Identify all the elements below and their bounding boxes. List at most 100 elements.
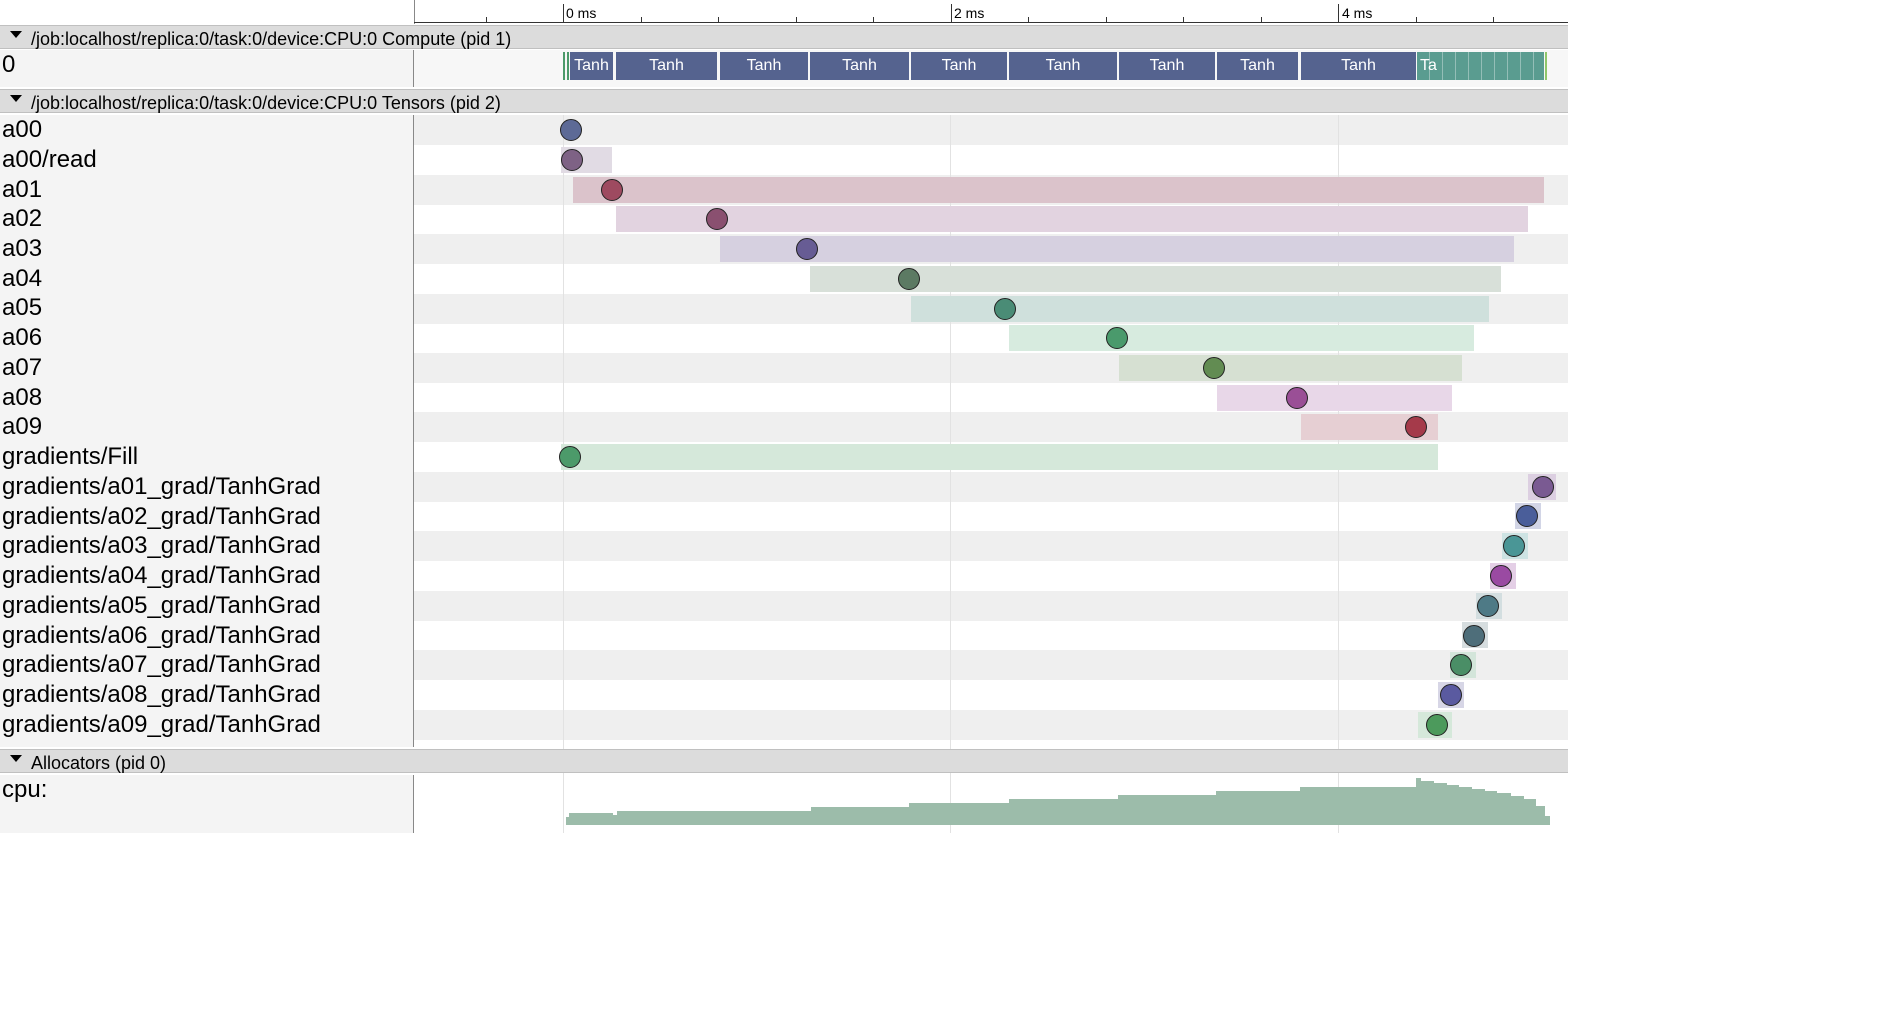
tensor-event-dot[interactable] <box>898 268 920 290</box>
tensor-event-dot[interactable] <box>1450 654 1472 676</box>
allocators-process-header[interactable]: Allocators (pid 0) <box>0 749 1568 773</box>
compute-slice-tanh[interactable]: Tanh <box>1119 52 1215 80</box>
row-stripe <box>414 531 1568 561</box>
compute-slice-tanh[interactable]: Tanh <box>1009 52 1117 80</box>
tensor-event-dot[interactable] <box>706 208 728 230</box>
tensor-event-dot[interactable] <box>1532 476 1554 498</box>
ruler-minor-tick <box>1416 17 1417 23</box>
tensor-lifetime-bar[interactable] <box>573 177 1544 203</box>
tensor-event-dot[interactable] <box>561 149 583 171</box>
ruler-minor-tick <box>486 17 487 23</box>
tensor-row-label: a09 <box>2 413 43 440</box>
tensor-event-dot[interactable] <box>1463 625 1485 647</box>
allocator-track-label-cell: cpu: <box>0 775 414 833</box>
tensor-lifetime-bar[interactable] <box>1009 325 1474 351</box>
tensor-event-dot[interactable] <box>1490 565 1512 587</box>
tensor-event-dot[interactable] <box>1440 684 1462 706</box>
gridline <box>563 115 564 833</box>
tensor-row-label: a01 <box>2 176 43 203</box>
tensor-event-dot[interactable] <box>1426 714 1448 736</box>
tensor-row-label: a03 <box>2 235 43 262</box>
ruler-minor-tick <box>718 17 719 23</box>
tensors-process-header[interactable]: /job:localhost/replica:0/task:0/device:C… <box>0 89 1568 113</box>
tensor-row-label: a05 <box>2 294 43 321</box>
compute-process-header[interactable]: /job:localhost/replica:0/task:0/device:C… <box>0 25 1568 49</box>
tensor-event-dot[interactable] <box>1405 416 1427 438</box>
tick-label-2ms: 2 ms <box>954 5 985 21</box>
row-stripe <box>414 115 1568 145</box>
ruler-minor-tick <box>796 17 797 23</box>
allocator-track-label: cpu: <box>2 776 48 803</box>
tensor-row-label: gradients/a04_grad/TanhGrad <box>2 562 321 589</box>
tensor-row-label: a00 <box>2 116 43 143</box>
tensor-event-dot[interactable] <box>1286 387 1308 409</box>
tensor-row-label: a07 <box>2 354 43 381</box>
collapse-chevron-icon[interactable] <box>10 95 22 102</box>
compute-slice-tanh-truncated[interactable]: Ta <box>1417 52 1544 80</box>
tensor-event-dot[interactable] <box>994 298 1016 320</box>
tensor-row-label: gradients/a03_grad/TanhGrad <box>2 532 321 559</box>
ruler-minor-tick <box>1183 17 1184 23</box>
tensor-event-dot[interactable] <box>560 119 582 141</box>
tensor-event-dot[interactable] <box>559 446 581 468</box>
compute-track-label: 0 <box>2 51 16 78</box>
tensor-row-label: a02 <box>2 205 43 232</box>
tensor-event-dot[interactable] <box>601 179 623 201</box>
tensor-event-dot[interactable] <box>1516 505 1538 527</box>
compute-slice-tanh[interactable]: Tanh <box>810 52 909 80</box>
gridline <box>1338 115 1339 833</box>
cpu-memory-area-chart[interactable] <box>414 775 1568 833</box>
tensor-event-dot[interactable] <box>796 238 818 260</box>
ruler-major-tick <box>951 4 952 23</box>
compute-thin-slice[interactable] <box>563 52 565 80</box>
cpu-memory-area <box>566 778 1550 825</box>
tensor-row-label: gradients/a08_grad/TanhGrad <box>2 681 321 708</box>
compute-slice-tanh[interactable]: Tanh <box>911 52 1007 80</box>
time-ruler: 0 ms 2 ms 4 ms <box>0 0 1568 24</box>
row-stripe <box>414 472 1568 502</box>
compute-slice-tanh[interactable]: Tanh <box>616 52 717 80</box>
compute-slice-tanh[interactable]: Tanh <box>1217 52 1298 80</box>
ruler-minor-tick <box>1493 17 1494 23</box>
row-stripe <box>414 650 1568 680</box>
tensor-row-label: gradients/a06_grad/TanhGrad <box>2 622 321 649</box>
row-stripe <box>414 710 1568 740</box>
tensor-row-label: a06 <box>2 324 43 351</box>
tensors-label-column: a00 a00/read a01 a02 a03 a04 a05 a06 a07… <box>0 115 414 747</box>
collapse-chevron-icon[interactable] <box>10 31 22 38</box>
tensor-lifetime-bar[interactable] <box>720 236 1514 262</box>
allocators-process-title: Allocators (pid 0) <box>31 753 167 773</box>
tick-label-0ms: 0 ms <box>566 5 597 21</box>
tensor-event-dot[interactable] <box>1503 535 1525 557</box>
compute-slice-tanh[interactable]: Tanh <box>1301 52 1416 80</box>
ruler-minor-tick <box>641 17 642 23</box>
compute-thin-slice[interactable] <box>1545 52 1547 80</box>
tensor-lifetime-bar[interactable] <box>616 206 1528 232</box>
tensor-row-label: a04 <box>2 265 43 292</box>
compute-thin-slice[interactable] <box>567 52 569 80</box>
ruler-axis-line <box>414 22 1568 23</box>
tensor-lifetime-bar[interactable] <box>810 266 1501 292</box>
ruler-minor-tick <box>873 17 874 23</box>
ruler-left-spacer <box>0 0 415 24</box>
tensor-row-label: gradients/a05_grad/TanhGrad <box>2 592 321 619</box>
tensor-event-dot[interactable] <box>1203 357 1225 379</box>
compute-slice-tanh[interactable]: Tanh <box>570 52 613 80</box>
tensor-row-label: gradients/a07_grad/TanhGrad <box>2 651 321 678</box>
tensor-lifetime-bar[interactable] <box>561 444 1438 470</box>
tensor-row-label: gradients/a02_grad/TanhGrad <box>2 503 321 530</box>
tensors-process-title: /job:localhost/replica:0/task:0/device:C… <box>31 93 501 113</box>
tensor-event-dot[interactable] <box>1477 595 1499 617</box>
tensor-lifetime-bar[interactable] <box>1119 355 1462 381</box>
tensor-row-label: a00/read <box>2 146 97 173</box>
ruler-major-tick <box>563 4 564 23</box>
compute-process-title: /job:localhost/replica:0/task:0/device:C… <box>31 29 512 49</box>
compute-slice-tanh[interactable]: Tanh <box>720 52 808 80</box>
tensor-lifetime-bar[interactable] <box>1217 385 1452 411</box>
tensor-event-dot[interactable] <box>1106 327 1128 349</box>
tensor-row-label: gradients/a01_grad/TanhGrad <box>2 473 321 500</box>
ruler-minor-tick <box>1261 17 1262 23</box>
row-stripe <box>414 591 1568 621</box>
tensor-row-label: gradients/a09_grad/TanhGrad <box>2 711 321 738</box>
collapse-chevron-icon[interactable] <box>10 755 22 762</box>
